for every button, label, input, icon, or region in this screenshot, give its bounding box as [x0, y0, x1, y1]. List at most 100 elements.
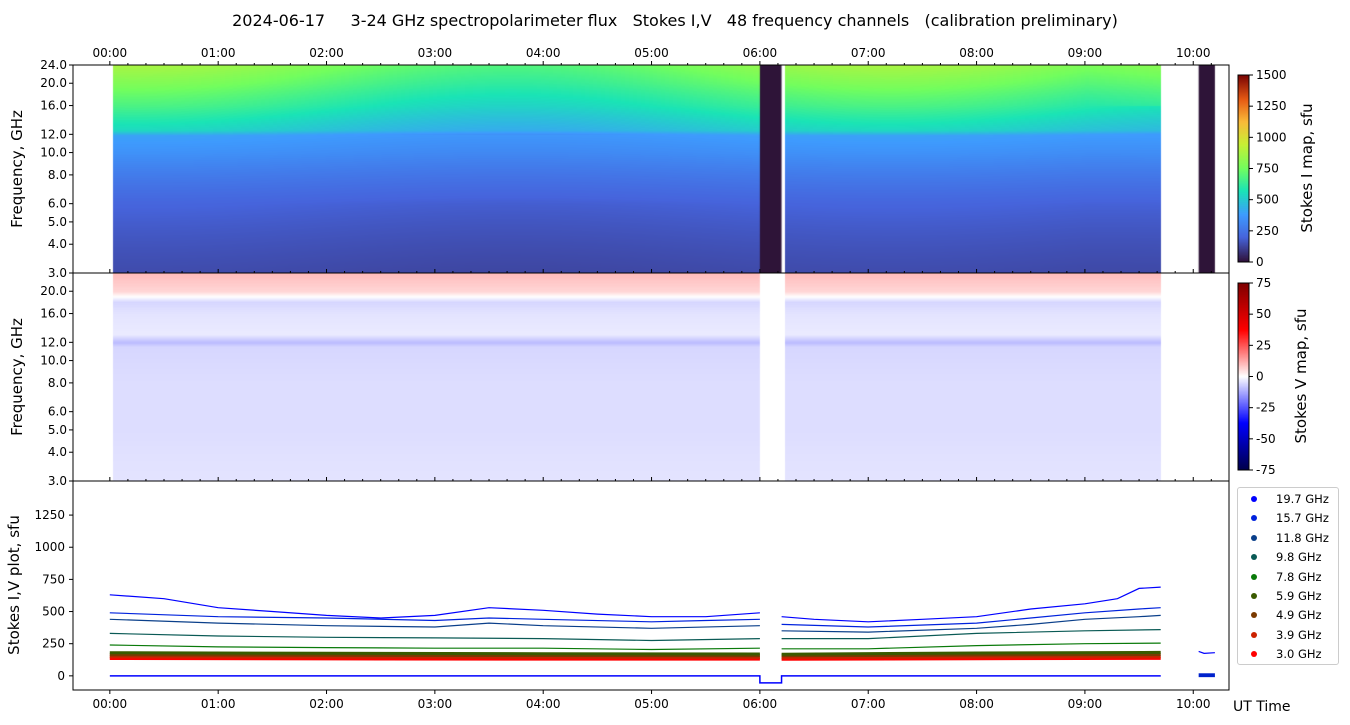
legend-item: 9.8 GHz	[1238, 549, 1322, 565]
legend-marker-icon	[1251, 534, 1257, 541]
freq-tick-label: 4.0	[48, 445, 67, 459]
legend-marker-icon	[1251, 631, 1257, 638]
freq-tick-label: 3.0	[48, 266, 67, 280]
colorbar-tick-label: 1250	[1256, 99, 1287, 113]
legend-label: 15.7 GHz	[1276, 511, 1329, 526]
legend-label: 11.8 GHz	[1276, 530, 1329, 545]
freq-axis-label: Frequency, GHz	[8, 318, 26, 436]
legend: 19.7 GHz 15.7 GHz 11.8 GHz 9.8 GHz 7.8 GHz 5.…	[1237, 487, 1339, 665]
bottom-time-tick-label: 08:00	[959, 697, 994, 711]
top-time-tick-label: 07:00	[851, 46, 886, 60]
stokes-i-heatmap	[73, 65, 1229, 273]
series-line-7-8-GHz	[781, 642, 1161, 650]
value-axis-label: Stokes I,V plot, sfu	[5, 515, 23, 655]
freq-tick-label: 3.0	[48, 474, 67, 488]
top-time-tick-label: 09:00	[1068, 46, 1103, 60]
series-line-7-8-GHz	[109, 644, 760, 651]
freq-tick-label: 16.0	[40, 307, 67, 321]
series-line-15-7-GHz	[109, 612, 760, 623]
series-line-11-8-GHz	[781, 614, 1161, 633]
bottom-time-tick-label: 10:00	[1176, 697, 1211, 711]
bottom-time-tick-label: 02:00	[309, 697, 344, 711]
top-time-tick-label: 04:00	[526, 46, 561, 60]
legend-marker-icon	[1251, 593, 1257, 599]
legend-item: 4.9 GHz	[1238, 607, 1322, 623]
legend-marker-icon	[1251, 573, 1257, 580]
stokes-v-colorbar	[1238, 283, 1249, 470]
colorbar-frame-1	[1237, 282, 1250, 471]
legend-label: 9.8 GHz	[1276, 550, 1322, 565]
series-line-19-7-GHz	[781, 586, 1161, 623]
freq-tick-label: 20.0	[40, 76, 67, 90]
colorbar-tick-label: -75	[1256, 463, 1276, 477]
colorbar-tick-label: 500	[1256, 193, 1279, 207]
value-tick-label: 0	[57, 669, 65, 683]
value-tick-label: 1250	[34, 508, 65, 522]
legend-item: 11.8 GHz	[1238, 530, 1329, 546]
colorbar-tick-label: 50	[1256, 307, 1271, 321]
series-line-5-9-GHz	[109, 651, 760, 656]
freq-tick-label: 5.0	[48, 215, 67, 229]
legend-label: 3.0 GHz	[1276, 647, 1322, 662]
legend-label: 19.7 GHz	[1276, 492, 1329, 506]
colorbar-tick-label: 750	[1256, 162, 1279, 176]
bottom-time-tick-label: 04:00	[526, 697, 561, 711]
colorbar-tick-label: 0	[1256, 255, 1264, 269]
legend-label: 5.9 GHz	[1276, 589, 1322, 603]
late-near-zero-lines	[1198, 673, 1215, 678]
legend-label: 4.9 GHz	[1276, 608, 1322, 623]
top-time-tick-label: 08:00	[959, 46, 994, 60]
stokes-i-colorbar	[1238, 75, 1249, 262]
bottom-time-tick-label: 07:00	[851, 697, 886, 711]
series-line-4-9-GHz	[781, 653, 1161, 658]
colorbar-tick-label: 0	[1256, 370, 1264, 384]
colorbar-tick-label: -50	[1256, 432, 1276, 446]
colorbar-tick-label: 1500	[1256, 68, 1287, 82]
bottom-time-tick-label: 01:00	[201, 697, 236, 711]
legend-label: 3.9 GHz	[1276, 627, 1322, 642]
value-tick-label: 250	[42, 637, 65, 651]
legend-marker-icon	[1251, 651, 1257, 658]
colorbar-tick-label: 25	[1256, 338, 1271, 352]
value-tick-label: 500	[42, 605, 65, 619]
freq-tick-label: 6.0	[48, 197, 67, 211]
series-line-5-9-GHz	[781, 650, 1161, 656]
legend-item: 19.7 GHz	[1238, 491, 1329, 507]
legend-marker-icon	[1251, 496, 1257, 502]
freq-tick-label: 16.0	[40, 99, 67, 113]
bottom-time-tick-label: 03:00	[418, 697, 453, 711]
colorbar-label: Stokes V map, sfu	[1292, 308, 1310, 443]
axes-frame-0	[72, 64, 1230, 274]
freq-tick-label: 5.0	[48, 423, 67, 437]
colorbar-tick-label: 1000	[1256, 130, 1287, 144]
freq-tick-label: 10.0	[40, 146, 67, 160]
stokes-v-line	[109, 675, 1161, 684]
legend-marker-icon	[1251, 612, 1257, 619]
legend-label: 7.8 GHz	[1276, 569, 1322, 584]
colorbar-tick-label: 75	[1256, 276, 1271, 290]
freq-tick-label: 24.0	[40, 58, 67, 72]
series-line-11-8-GHz	[109, 618, 760, 629]
top-time-tick-label: 05:00	[634, 46, 669, 60]
bottom-time-tick-label: 06:00	[743, 697, 778, 711]
series-line-3-0-GHz	[781, 656, 1161, 661]
series-line-3-9-GHz	[109, 655, 760, 660]
legend-marker-icon	[1251, 554, 1257, 561]
late-segment-line	[1198, 650, 1215, 654]
legend-marker-icon	[1251, 515, 1257, 522]
value-tick-label: 1000	[34, 540, 65, 554]
legend-item: 3.0 GHz	[1238, 646, 1322, 662]
freq-tick-label: 12.0	[40, 127, 67, 141]
series-line-19-7-GHz	[109, 594, 760, 619]
freq-tick-label: 4.0	[48, 237, 67, 251]
series-line-9-8-GHz	[781, 629, 1161, 640]
top-time-tick-label: 06:00	[743, 46, 778, 60]
freq-tick-label: 8.0	[48, 168, 67, 182]
series-line-9-8-GHz	[109, 632, 760, 642]
top-time-tick-label: 03:00	[418, 46, 453, 60]
bottom-time-tick-label: 09:00	[1068, 697, 1103, 711]
series-line-4-9-GHz	[109, 653, 760, 658]
top-time-tick-label: 02:00	[309, 46, 344, 60]
